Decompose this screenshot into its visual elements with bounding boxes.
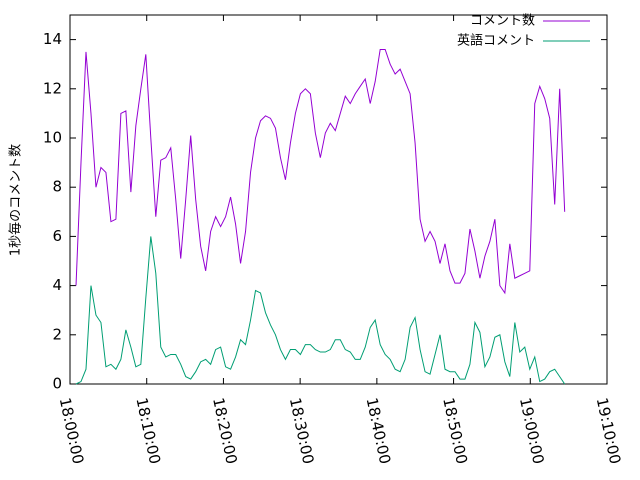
x-tick-label: 18:00:00 (56, 396, 88, 466)
x-tick-label: 18:20:00 (209, 396, 241, 466)
legend-label: コメント数 (470, 14, 535, 29)
x-tick-label: 18:10:00 (132, 396, 164, 466)
y-tick-label: 6 (52, 227, 62, 245)
x-tick-label: 18:40:00 (363, 396, 395, 466)
y-tick-label: 10 (43, 129, 62, 147)
x-tick-label: 19:00:00 (516, 396, 548, 466)
legend-label: 英語コメント (457, 33, 535, 49)
series-line (75, 236, 566, 385)
y-tick-label: 2 (52, 325, 62, 343)
y-tick-label: 14 (43, 30, 62, 48)
x-tick-label: 19:10:00 (593, 396, 625, 466)
series-line (75, 48, 566, 295)
x-tick-label: 18:50:00 (439, 396, 471, 466)
y-tick-label: 8 (52, 178, 62, 196)
y-axis-label: 1秒毎のコメント数 (8, 144, 24, 256)
y-tick-label: 12 (43, 79, 62, 97)
y-tick-label: 0 (52, 375, 62, 393)
y-tick-label: 4 (52, 276, 62, 294)
plot-frame (69, 14, 608, 385)
x-tick-label: 18:30:00 (286, 396, 318, 466)
